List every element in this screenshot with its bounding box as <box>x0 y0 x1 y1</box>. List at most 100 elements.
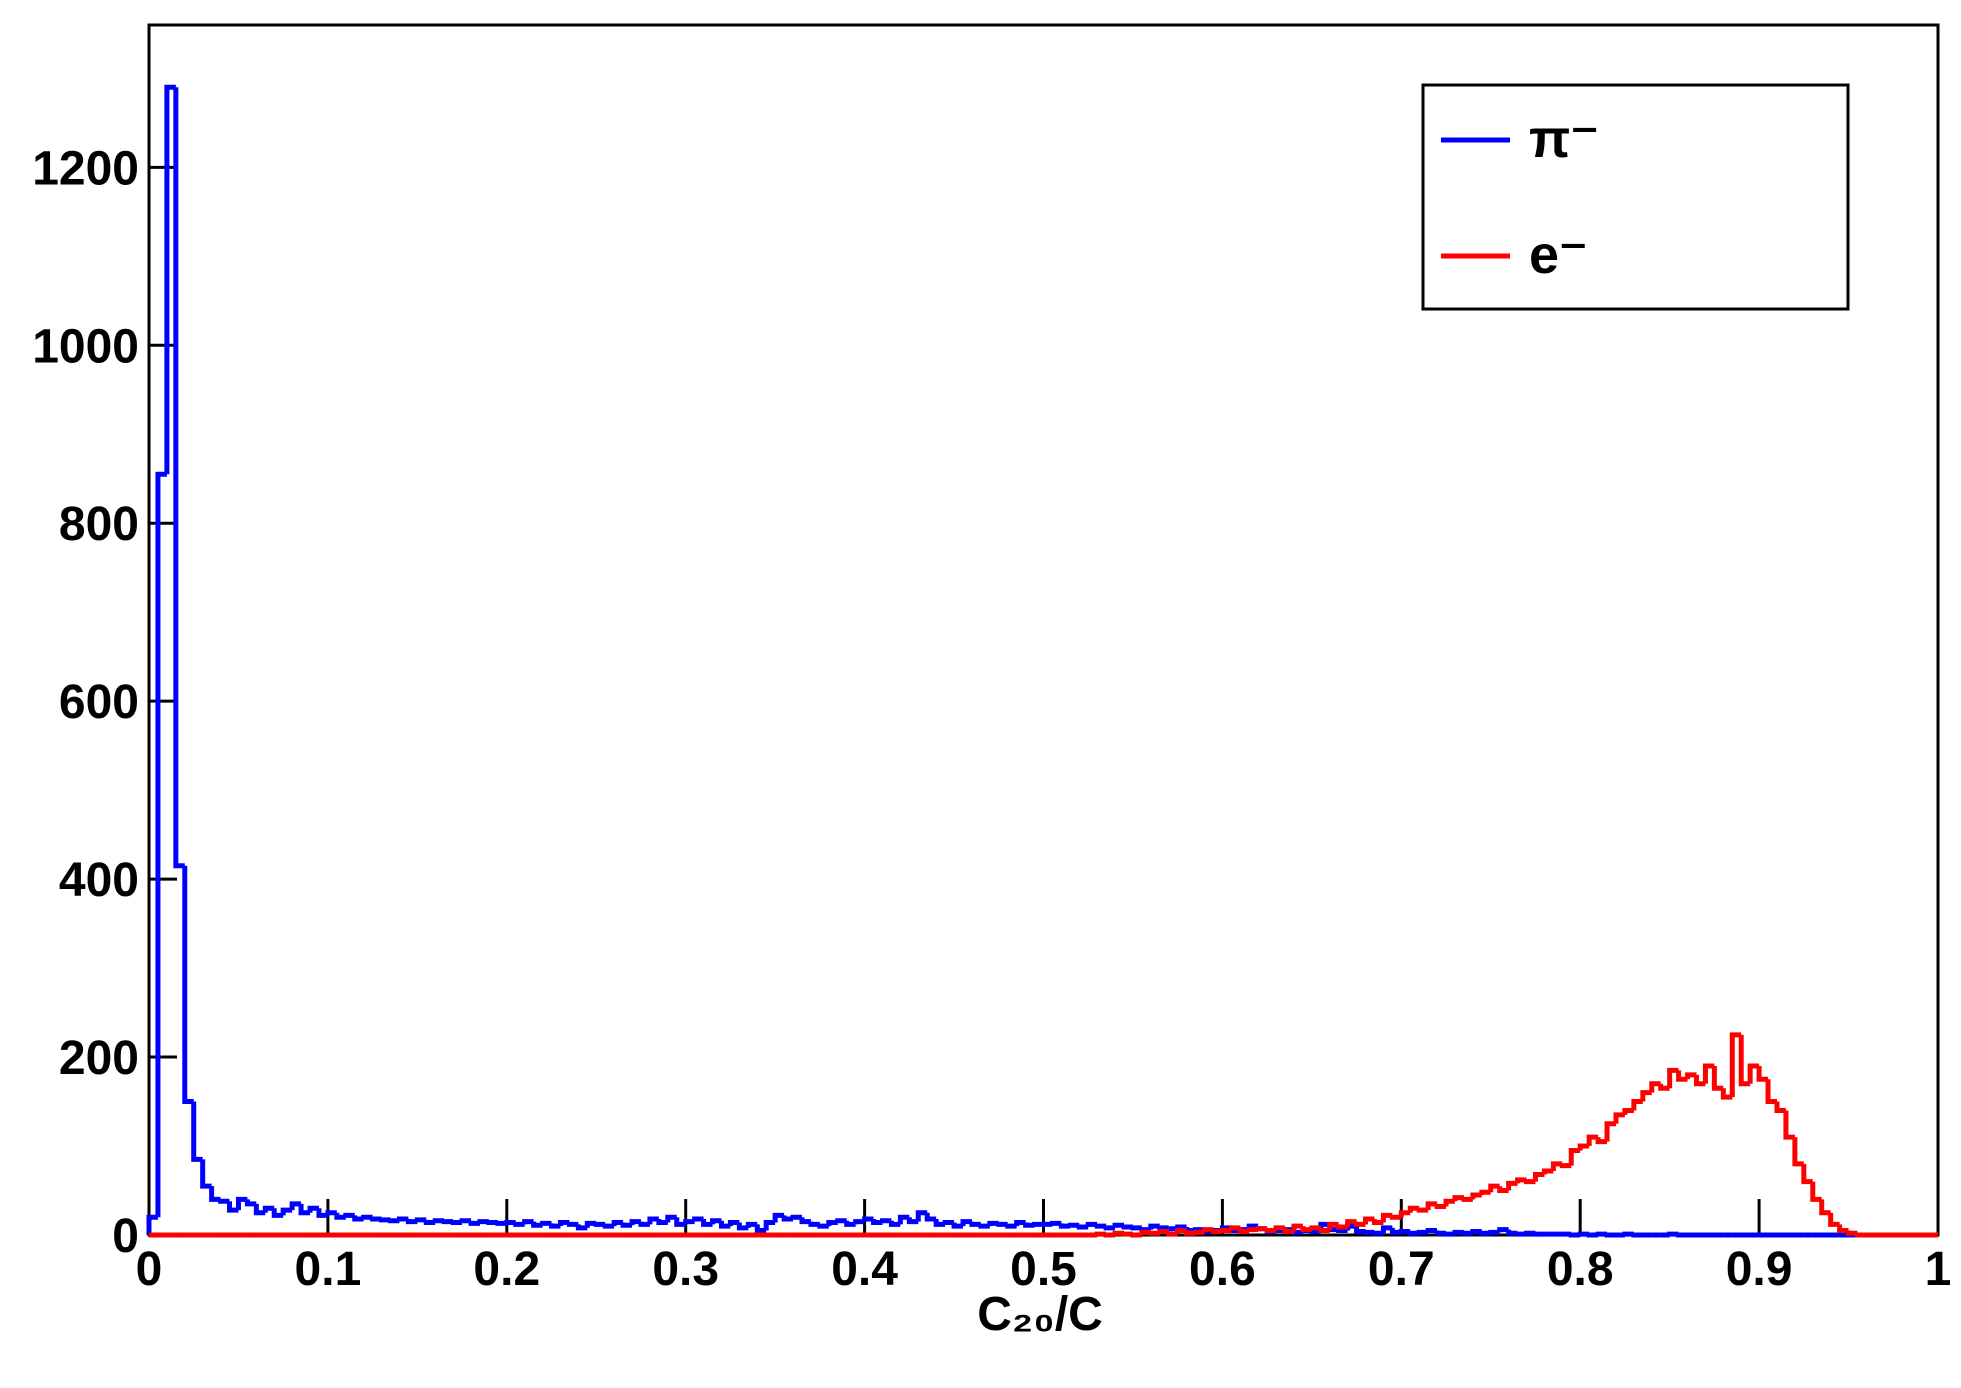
histogram-bin <box>244 1199 257 1207</box>
histogram-bin <box>718 1220 731 1229</box>
histogram-bin <box>459 1218 472 1224</box>
histogram-bin <box>1559 1163 1572 1169</box>
histogram-bin <box>414 1217 427 1223</box>
histogram-bin <box>513 1221 525 1227</box>
histogram-bin <box>799 1217 811 1225</box>
histogram-bin <box>1049 1220 1062 1226</box>
histogram-bin <box>656 1218 668 1226</box>
histogram-bin <box>1819 1199 1831 1216</box>
histogram-bin <box>1121 1231 1133 1237</box>
histogram-bin <box>1094 1231 1107 1237</box>
y-tick-label: 1000 <box>32 320 139 373</box>
x-tick-label: 0.1 <box>295 1243 362 1296</box>
histogram-bin <box>262 1205 275 1213</box>
histogram-bin <box>566 1221 579 1227</box>
histogram-bin <box>253 1203 266 1216</box>
histogram-bin <box>1577 1231 1590 1237</box>
histogram-bin <box>1828 1212 1840 1227</box>
histogram-bin <box>1506 1229 1518 1236</box>
histogram-bin <box>1389 1227 1402 1235</box>
histogram-bin <box>1738 1034 1751 1087</box>
histogram-bin <box>701 1218 713 1227</box>
histogram-bin <box>1434 1203 1447 1210</box>
histogram-bin <box>1613 1112 1625 1124</box>
y-tick-label: 800 <box>59 498 139 551</box>
histogram-bin <box>1380 1225 1393 1234</box>
histogram-bin <box>1058 1223 1071 1229</box>
histogram-bin <box>1407 1205 1420 1213</box>
legend-label: π⁻ <box>1529 109 1599 169</box>
histogram-bin <box>495 1220 507 1226</box>
histogram-bin <box>665 1214 677 1223</box>
histogram-bin <box>1783 1110 1795 1140</box>
histogram-bin <box>1407 1230 1420 1236</box>
x-tick-label: 0.3 <box>652 1243 719 1296</box>
histogram-bin <box>1184 1230 1196 1236</box>
histogram-bin <box>1846 1230 1858 1236</box>
histogram-bin <box>1443 1231 1455 1237</box>
histogram-bin <box>298 1203 311 1216</box>
histogram-bin <box>853 1219 865 1225</box>
histogram-bin <box>674 1217 686 1227</box>
histogram-bin <box>1667 1067 1679 1089</box>
histogram-bin <box>227 1201 239 1213</box>
histogram-bin <box>710 1218 722 1225</box>
histogram-bin <box>1237 1227 1250 1234</box>
histogram-bin <box>191 1101 203 1162</box>
histogram-bin <box>647 1216 659 1225</box>
histogram-bin <box>772 1212 785 1223</box>
histogram-bin <box>1765 1079 1777 1105</box>
histogram-bin <box>522 1219 534 1225</box>
histogram-bin <box>405 1218 418 1225</box>
histogram-bin <box>1345 1219 1357 1227</box>
histogram-bin <box>915 1210 928 1222</box>
histogram-bin <box>1398 1210 1411 1218</box>
histogram-bin <box>620 1222 633 1228</box>
histogram-bin <box>692 1216 704 1222</box>
x-tick-label: 0.6 <box>1189 1243 1256 1296</box>
histogram-bin <box>1121 1224 1133 1230</box>
histogram-bin <box>1434 1230 1447 1236</box>
histogram-bin <box>1166 1226 1178 1232</box>
histogram-bin <box>763 1220 776 1231</box>
histogram-bin <box>808 1221 820 1227</box>
histogram-bin <box>432 1218 445 1224</box>
histogram-bin <box>1291 1223 1303 1232</box>
histogram-bin <box>1810 1181 1822 1202</box>
histogram-bin <box>1622 1231 1634 1237</box>
histogram-bin <box>307 1205 319 1213</box>
histogram-bin <box>316 1208 328 1218</box>
histogram-bin <box>862 1216 874 1222</box>
histogram-bin <box>1470 1228 1482 1234</box>
histogram-bin <box>1452 1229 1464 1235</box>
histogram-bin <box>1604 1121 1616 1142</box>
histogram-bin <box>1452 1195 1464 1202</box>
histogram-bin <box>1649 1081 1661 1093</box>
histogram-bin <box>888 1220 901 1227</box>
histogram-bin <box>1515 1177 1527 1184</box>
histogram-bin <box>1676 1232 1688 1238</box>
histogram-bin <box>1023 1222 1035 1228</box>
histogram-bin <box>906 1217 919 1225</box>
histogram-bin <box>370 1216 382 1222</box>
histogram-bin <box>1371 1230 1384 1236</box>
histogram-bin <box>1792 1137 1804 1167</box>
histogram-bin <box>683 1219 695 1225</box>
histogram-bin <box>1676 1070 1688 1082</box>
histogram-bin <box>1380 1212 1393 1223</box>
histogram-bin <box>754 1224 767 1234</box>
histogram-bin <box>1318 1227 1330 1234</box>
histogram-bin <box>1363 1229 1375 1235</box>
histogram-bin <box>1622 1107 1634 1115</box>
histogram-bin <box>924 1212 937 1222</box>
histogram-bin <box>1389 1214 1402 1220</box>
histogram-bin <box>334 1212 346 1220</box>
histogram-bin <box>1103 1232 1116 1238</box>
histogram-bin <box>468 1220 480 1226</box>
histogram-bin <box>1497 1227 1509 1233</box>
histogram-bin <box>629 1219 641 1226</box>
histogram-bin <box>1586 1232 1599 1238</box>
histogram-bin <box>540 1220 552 1226</box>
histogram-bin <box>477 1219 489 1225</box>
histogram-bin <box>486 1220 498 1226</box>
